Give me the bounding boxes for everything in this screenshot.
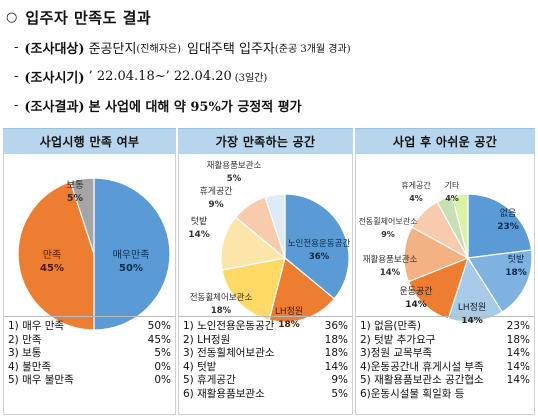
list-item: 2) LH정원 18% [183,333,348,346]
panel-heading: 사업 후 아쉬운 공간 [355,128,535,154]
list-regret: 1) 없음(만족) 23% 2) 텃밭 추가요구 18% 3)정원 교목부족 14% … [355,316,535,415]
pie-label-value: 18% [505,268,527,278]
pie-slice-재활용품보관소 [264,193,286,259]
info-period: - (조사시기) ’ 22.04.18~’ 22.04.20 (3일간) [14,65,267,87]
panel-satisfaction: 사업시행 만족 여부 매우만족 50% 만족 45% 보통 5% [3,128,176,340]
pie-label-name: 휴게공간 [401,180,431,190]
dash-marker: - [14,68,19,84]
pie-label-value: 14% [405,300,427,310]
circle-bullet-icon: ○ [6,9,18,25]
dash-marker: - [14,97,19,113]
pie-label-name: LH정원 [275,306,303,317]
dash-marker: - [14,39,19,55]
list-item: 5) 휴게공간 9% [183,374,348,387]
pie-label-value: 9% [208,200,223,210]
pie-label-name: 기타 [445,181,460,190]
panel-heading: 가장 만족하는 공간 [178,128,353,154]
pie-label-value: 14% [380,268,401,278]
pie-label-value: 5% [67,193,84,204]
pie-slice-노인전용운동공간 [284,193,350,300]
pie-label-value: 5% [227,174,242,184]
pie-chart-most-satisfied: 노인전용운동공간 36% LH정원 18% 전동휠체어보관소 18% 텃밭 14% 휴게공간 9%… [188,160,351,330]
pie-label-name: 텃밭 [508,254,525,265]
list-item: 1) 노인전용운동공간 36% [183,320,348,332]
list-item: 6)운동시설물 획일화 등 [360,387,465,400]
page-title: 입주자 만족도 결과 [25,8,152,27]
pie-label-value: 45% [40,263,64,274]
pie-slice-매우만족 [93,177,171,331]
pie-label-name: 재활용품보관소 [363,254,418,265]
list-item: 6) 재활용품보관소 5% [183,387,348,400]
pie-label-value: 23% [497,222,519,232]
list-item: 3)정원 교목부족 14% [360,347,530,360]
list-item: 5) 매우 불만족 0% [8,374,171,387]
pie-slice-없음 [467,193,533,259]
pie-label-value: 4% [445,194,459,203]
info-label-result: (조사결과) [24,99,85,115]
pie-slice-기타 [451,193,469,259]
pie-label-value: 36% [309,252,330,262]
pie-slice-텃밭 [220,216,287,271]
pie-label-name: LH정원 [458,302,486,313]
info-text-complex: 준공단지 [88,41,137,57]
list-item: 5) 재활용품보관소 공간협소 14% [360,374,530,387]
info-text-residents: 임대주택 입주자 [187,41,275,57]
pie-label-name: 없음 [500,208,517,219]
info-label-period: (조사시기) [24,70,85,86]
pie-slice-운동공간 [407,256,469,320]
pie-label-name: 휴게공간 [199,186,232,197]
pie-slice-lh정원 [447,256,504,323]
list-item: 3) 전동휠체어보관소 18% [183,347,348,360]
pie-label-value: 18% [211,306,232,316]
pie-label-value: 50% [119,263,143,274]
pie-label-name: 만족 [43,249,61,261]
list-item: 4) 불만족 0% [8,360,171,373]
info-text-complex-detail: (진해자은) [136,43,182,55]
list-satisfaction: 1) 매우 만족 50% 2) 만족 45% 3) 보통 5% 4) 불만족 0% 5)… [3,316,176,415]
list-item: 4) 텃밭 14% [183,360,348,373]
pie-label-value: 14% [188,230,210,240]
info-text-dates: ’ 22.04.18~’ 22.04.20 [88,68,232,84]
pie-slice-재활용품보관소 [403,226,470,283]
pie-label-value: 9% [381,230,395,239]
pie-label-name: 보통 [66,180,84,191]
panel-regret: 사업 후 아쉬운 공간 없음 23% 텃밭 18% LH정원 14% 운동공간 14% 재활용품… [355,128,535,340]
pie-label-name: 텃밭 [191,216,208,227]
chart-area: 매우만족 50% 만족 45% 보통 5% [3,154,176,340]
list-item: 1) 매우 만족 50% [8,320,171,332]
pie-slice-전동휠체어보관소 [221,257,286,321]
info-text-duration: (3일간) [234,72,268,84]
list-item: 2) 텃밭 추가요구 18% [360,333,530,346]
info-label-target: (조사대상) [24,41,85,57]
section-title-row: ○ 입주자 만족도 결과 [6,4,151,30]
chart-area: 없음 23% 텃밭 18% LH정원 14% 운동공간 14% 재활용품보관소 14% 전동휠체어보… [355,154,535,340]
pie-label-value: 14% [461,316,483,326]
pie-label-value: 4% [409,194,423,203]
panel-heading: 사업시행 만족 여부 [3,128,176,154]
pie-label-name: 노인전용운동공간 [288,238,351,249]
list-item: 4)운동공간내 휴게시설 부족 14% [360,360,530,373]
list-most-satisfied: 1) 노인전용운동공간 36% 2) LH정원 18% 3) 전동휠체어보관소 18%… [178,316,353,415]
chart-area: 노인전용운동공간 36% LH정원 18% 전동휠체어보관소 18% 텃밭 14% 휴게공간 9%… [178,154,353,340]
pie-label-name: 매우만족 [113,249,150,261]
pie-label-name: 운동공간 [399,286,432,297]
panel-most-satisfied: 가장 만족하는 공간 노인전용운동공간 36% LH정원 18% 전동휠체어보관소 18%… [178,128,353,340]
pie-label-name: 전동휠체어보관소 [190,292,253,303]
list-item: 3) 보통 5% [8,347,171,360]
info-text-residents-detail: (준공 3개월 경과) [274,43,351,55]
info-target: - (조사대상) 준공단지 (진해자은) 임대주택 입주자 (준공 3개월 경과… [14,36,351,58]
info-text-result: 본 사업에 대해 약 95%가 긍정적 평가 [88,99,302,115]
pie-chart-regret: 없음 23% 텃밭 18% LH정원 14% 운동공간 14% 재활용품보관소 14% 전동휠체어보… [359,180,533,326]
pie-slice-만족 [17,180,95,331]
info-result: - (조사결과) 본 사업에 대해 약 95%가 긍정적 평가 [14,94,302,116]
list-item: 2) 만족 45% [8,333,171,346]
list-item: 1) 없음(만족) 23% [360,320,530,332]
pie-slice-lh정원 [268,256,336,323]
pie-slice-보통 [69,177,95,255]
pie-label-name: 재활용품보관소 [207,160,262,171]
pie-chart-satisfaction: 매우만족 50% 만족 45% 보통 5% [17,177,171,331]
pie-slice-텃밭 [466,249,533,313]
pie-label-name: 전동휠체어보관소 [359,216,418,226]
pie-label-value: 18% [278,320,300,330]
